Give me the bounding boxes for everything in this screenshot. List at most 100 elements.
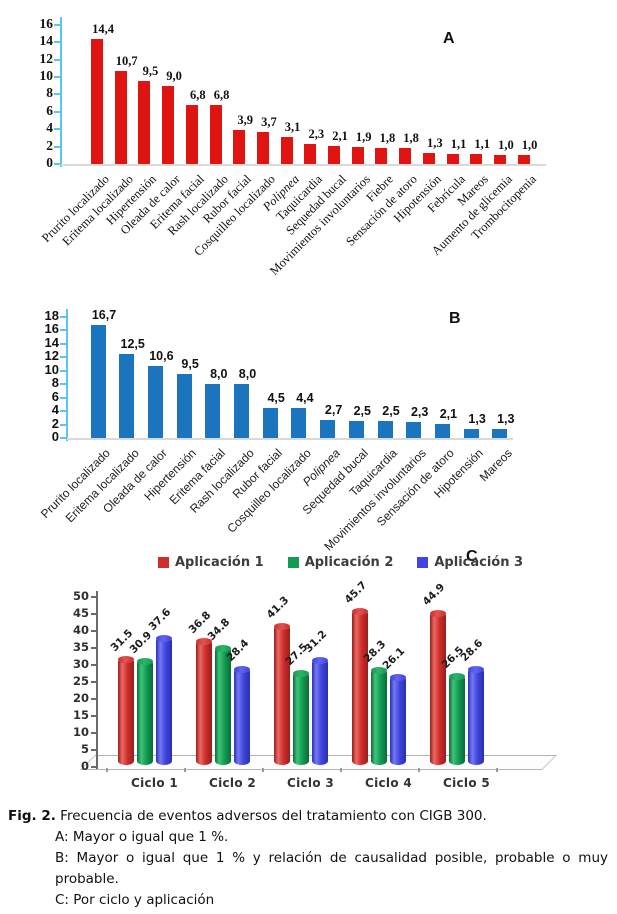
y-tick-mark [54,128,60,131]
legend-item-aplicacion-1: Aplicación 1 [158,555,264,570]
bar [492,429,508,438]
panel-letter-b: B [449,310,461,327]
y-tick-mark [91,715,96,717]
bar-value-label: 4,5 [267,390,285,405]
bar-value-label: 3,1 [284,120,301,135]
bar [375,148,388,164]
y-tick-label: 18 [44,307,59,323]
y-tick-label: 6 [46,102,53,118]
bar-value-label: 8,0 [210,367,228,381]
cylinder-bar [371,668,387,765]
cylinder-cap [371,666,387,674]
cylinder-cap [215,644,231,652]
y-tick-label: 0 [51,429,59,444]
y-tick-label: 5 [80,742,89,756]
legend-swatch-blue [417,557,429,568]
cylinder-bar [274,624,290,765]
cylinder-bar [352,609,368,765]
caption-item-b: B: Mayor o igual que 1 % y relación de c… [55,850,608,888]
bar-value-label: 2,5 [382,404,400,419]
bar [91,38,103,164]
cylinder-bar [215,646,231,765]
y-tick-mark [91,681,96,683]
bar-value-label: 8,0 [238,367,257,381]
y-tick-mark [54,110,60,113]
bar [470,154,483,164]
y-tick-mark [54,23,60,26]
y-tick-mark [60,329,66,331]
cylinder-bar [137,659,153,765]
category-label: Ciclo 3 [286,776,335,790]
y-tick-mark [54,145,60,148]
y-tick-mark [91,630,96,632]
bar [147,366,163,438]
y-tick-label: 14 [39,33,54,49]
cylinder-bar [430,612,446,765]
y-tick-label: 40 [72,623,89,637]
bar-value-label: 3,7 [261,114,277,129]
panel-letter-c: C [466,548,478,565]
y-tick-label: 8 [46,85,53,101]
bar [262,407,278,438]
bar [328,145,340,164]
bar-value-label: 2,1 [332,128,348,143]
category-label: Ciclo 1 [130,776,179,790]
bar [280,137,293,164]
bar-value-label: 12,5 [120,336,145,351]
bar [320,419,336,438]
x-axis [61,164,546,166]
bar [422,152,435,164]
bar-value-label: 1,9 [355,130,372,145]
y-tick-label: 0 [46,155,53,170]
y-tick-label: 10 [39,68,54,83]
caption-item-c: C: Por ciclo y aplicación [55,892,215,909]
cylinder-bar [118,657,134,765]
bar [233,130,246,164]
x-tick-mark [106,768,108,772]
y-axis [66,308,68,441]
bar-value-label: 28.6 [458,636,486,664]
figure-caption: Fig. 2. Frecuencia de eventos adversos d… [8,806,610,911]
category-label: Ciclo 2 [208,776,257,790]
bar [348,421,364,438]
legend-label: Aplicación 1 [175,555,264,570]
legend-item-aplicacion-2: Aplicación 2 [287,555,394,570]
bar-value-label: 1,1 [474,137,490,152]
bar-value-label: 10,7 [115,53,138,68]
bar-value-label: 9,0 [166,68,182,83]
y-tick-mark [60,356,66,358]
y-tick-mark [91,647,96,649]
cylinder-bar [312,658,328,765]
y-tick-mark [54,163,60,165]
bar-value-label: 1,0 [521,138,538,153]
y-tick-mark [54,41,60,44]
bar-value-label: 1,3 [497,412,515,427]
cylinder-cap [118,655,134,663]
bar [138,81,151,164]
y-tick-label: 2 [51,415,59,431]
caption-fig-label: Fig. 2. [8,808,56,824]
caption-line-1: Fig. 2. Frecuencia de eventos adversos d… [8,806,610,827]
cylinder-cap [468,665,484,673]
y-tick-label: 4 [46,120,53,136]
bar [399,148,412,164]
y-tick-label: 2 [46,137,53,153]
y-tick-label: 4 [51,402,59,417]
bar [114,70,127,164]
bar-value-label: 2,7 [324,402,343,417]
y-tick-label: 30 [72,657,89,671]
legend-label: Aplicación 2 [304,555,394,570]
legend-item-aplicacion-3: Aplicación 3 [417,555,523,570]
cylinder-cap [156,635,172,643]
bar-value-label: 9,5 [142,64,159,79]
y-tick-label: 8 [51,375,59,390]
caption-item-a: A: Mayor o igual que 1 %. [55,829,229,846]
y-tick-label: 0 [80,759,89,773]
legend-swatch-red [158,557,169,568]
y-tick-label: 50 [72,589,89,603]
bar-value-label: 1,8 [403,131,419,146]
bar-value-label: 16,7 [91,308,117,323]
cylinder-bar [293,671,309,765]
